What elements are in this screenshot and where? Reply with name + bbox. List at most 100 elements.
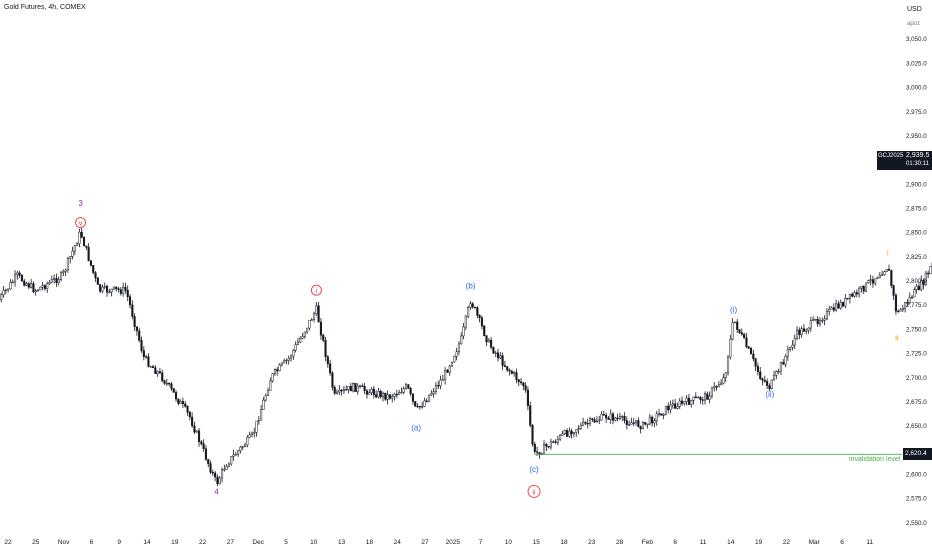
candle-body — [444, 370, 446, 379]
candle-body — [449, 366, 451, 372]
candle-body — [401, 392, 403, 393]
candle-body — [30, 284, 32, 288]
candle-body — [881, 275, 883, 276]
candle-body — [408, 385, 410, 389]
candle-body — [483, 326, 485, 336]
candle-body — [442, 380, 444, 381]
candle-body — [656, 414, 658, 421]
candle-body — [115, 287, 117, 289]
candle-body — [7, 289, 9, 290]
candle-body — [157, 372, 159, 374]
candle-body — [504, 365, 506, 366]
candle-body — [76, 244, 78, 246]
candle-body — [619, 417, 621, 419]
candle-body — [794, 338, 796, 345]
candle-body — [426, 401, 428, 402]
wave-label: ii — [532, 489, 536, 496]
candle-body — [638, 420, 640, 426]
currency-label[interactable]: USD — [907, 6, 922, 13]
candle-body — [433, 392, 435, 394]
candle-body — [207, 459, 209, 463]
candle-body — [81, 232, 83, 237]
candle-body — [421, 406, 423, 407]
candle-body — [702, 400, 704, 401]
candle-body — [911, 297, 913, 298]
time-tick-label: 9 — [117, 539, 121, 546]
candle-body — [573, 432, 575, 434]
candle-body — [900, 310, 902, 311]
candle-body — [104, 286, 106, 287]
candle-body — [17, 273, 19, 275]
price-value: 2,939.5 — [906, 152, 929, 159]
scale-mode-label[interactable]: apoz — [907, 21, 920, 27]
candle-body — [288, 358, 290, 360]
candle-body — [295, 345, 297, 351]
candle-body — [753, 354, 755, 359]
candle-body — [679, 401, 681, 406]
candle-body — [49, 282, 51, 284]
candle-body — [815, 319, 817, 320]
candle-body — [228, 464, 230, 466]
wave-label: 3 — [78, 199, 83, 208]
candle-body — [150, 366, 152, 367]
candle-body — [240, 447, 242, 451]
candle-body — [152, 366, 154, 367]
candle-body — [603, 414, 605, 415]
candle-body — [134, 317, 136, 327]
candle-body — [249, 435, 251, 437]
time-tick-label: 11 — [866, 539, 873, 546]
candle-body — [69, 257, 71, 259]
candle-body — [874, 279, 876, 283]
candle-body — [143, 351, 145, 357]
wave-label: (b) — [466, 281, 476, 290]
candle-body — [559, 435, 561, 439]
candle-body — [389, 395, 391, 398]
candle-body — [99, 285, 101, 292]
candle-body — [693, 397, 695, 400]
price-tick-label: 2,600.0 — [906, 472, 927, 479]
candle-body — [166, 383, 168, 384]
candle-body — [168, 383, 170, 384]
candle-body — [424, 401, 426, 407]
candle-body — [141, 340, 143, 350]
candle-body — [481, 318, 483, 326]
last-price-value: 2,939.5 01:30:11 — [904, 151, 932, 170]
candle-body — [633, 423, 635, 424]
candle-body — [470, 304, 472, 308]
candle-body — [585, 422, 587, 423]
candle-body — [527, 390, 529, 406]
candle-body — [704, 394, 706, 400]
candle-body — [88, 247, 90, 260]
candle-body — [805, 330, 807, 331]
candle-body — [711, 388, 713, 396]
candle-body — [178, 399, 180, 404]
candle-body — [72, 251, 74, 256]
time-tick-label: 22 — [4, 539, 12, 546]
candle-body — [339, 390, 341, 392]
drawings-layer — [534, 85, 932, 454]
candle-body — [840, 302, 842, 308]
candle-body — [378, 391, 380, 397]
candle-body — [465, 316, 467, 327]
candle-body — [716, 386, 718, 387]
candle-body — [792, 345, 794, 347]
candle-body — [359, 386, 361, 387]
price-tick-label: 2,900.0 — [906, 181, 927, 188]
time-tick-label: 27 — [227, 539, 235, 546]
invalidation-value-badge: 2,620.4 — [903, 448, 932, 460]
candle-body — [65, 270, 67, 271]
candle-body — [587, 423, 589, 424]
wave-label: (c) — [529, 465, 539, 474]
candle-body — [159, 372, 161, 373]
candle-body — [506, 366, 508, 370]
candle-body — [196, 431, 198, 432]
candle-body — [578, 429, 580, 430]
time-tick-label: 6 — [673, 539, 677, 546]
candle-body — [311, 320, 313, 321]
candle-body — [684, 401, 686, 403]
candle-body — [713, 386, 715, 387]
candle-body — [497, 353, 499, 358]
wave-label: (a) — [411, 424, 421, 433]
price-tick-label: 2,675.0 — [906, 399, 927, 406]
